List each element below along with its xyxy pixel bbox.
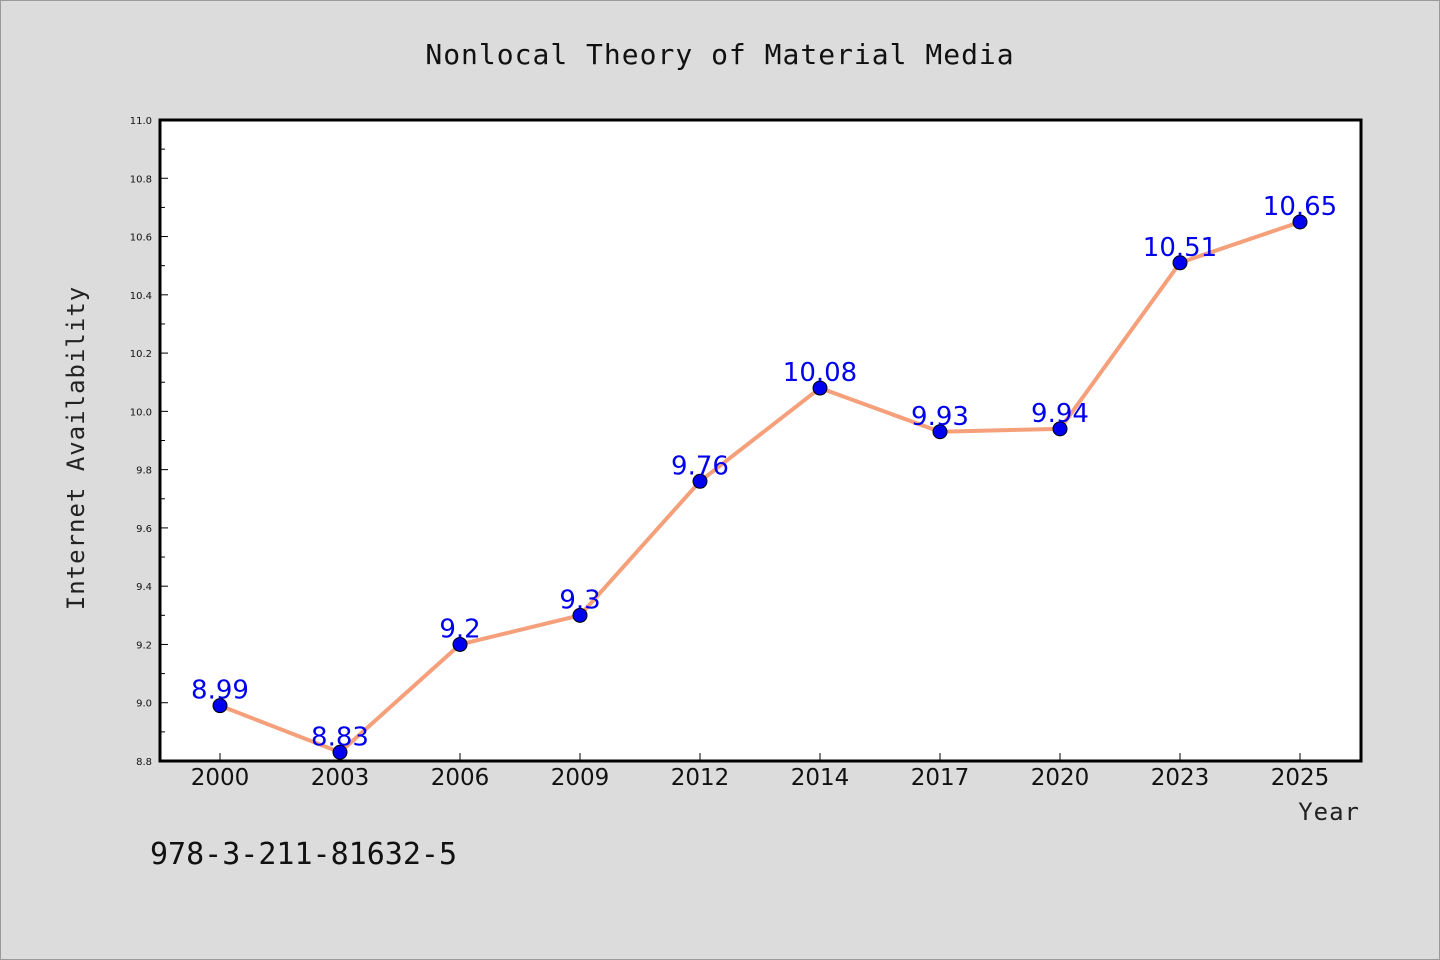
isbn-number: 978-3-211-81632-5 — [150, 837, 457, 872]
x-tick-label: 2000 — [191, 765, 250, 791]
y-tick-label: 9.6 — [136, 524, 152, 535]
data-label: 9.3 — [559, 585, 600, 615]
chart-title: Nonlocal Theory of Material Media — [425, 38, 1014, 71]
data-point — [572, 607, 588, 623]
data-point — [1172, 255, 1188, 271]
data-label: 10.08 — [783, 358, 857, 388]
x-tick-label: 2006 — [431, 765, 490, 791]
data-point — [932, 424, 948, 440]
y-tick-label: 10.8 — [130, 174, 152, 185]
x-tick-label: 2017 — [911, 765, 970, 791]
data-label: 10.51 — [1143, 233, 1217, 263]
data-point — [332, 744, 348, 760]
data-label: 9.76 — [671, 451, 729, 481]
data-point — [1292, 214, 1308, 230]
y-tick-label: 9.4 — [136, 582, 152, 593]
y-tick-label: 10.2 — [130, 349, 152, 360]
series-line — [218, 219, 1302, 755]
data-point — [452, 636, 468, 652]
data-point — [692, 473, 708, 489]
data-label: 10.65 — [1263, 192, 1337, 222]
y-axis-ticks: 8.8 9.0 9.2 9.4 9.6 9.8 10.0 10.2 10.4 10.6 10.8 11… — [130, 116, 168, 768]
data-label: 9.93 — [911, 402, 969, 432]
x-tick-label: 2023 — [1151, 765, 1210, 791]
data-point — [1052, 421, 1068, 437]
y-tick-label: 11.0 — [130, 116, 152, 127]
data-label: 9.94 — [1031, 399, 1089, 429]
x-tick-label: 2020 — [1031, 765, 1090, 791]
y-tick-label: 9.2 — [136, 640, 152, 651]
data-label: 9.2 — [439, 614, 480, 644]
data-series: 8.99 8.83 9.2 9.3 9.76 10.08 9.93 9.94 10.51 10.6… — [191, 192, 1337, 760]
y-tick-label: 10.6 — [130, 233, 152, 244]
data-label: 8.99 — [191, 676, 249, 706]
x-axis-ticks: 2000 2003 2006 2009 2012 2014 2017 2020 2023 2025 — [191, 753, 1330, 791]
data-label: 8.83 — [311, 722, 369, 752]
x-tick-label: 2025 — [1271, 765, 1330, 791]
y-tick-label: 9.0 — [136, 699, 152, 710]
y-axis-label: Internet Availability — [62, 286, 90, 610]
y-tick-label: 10.4 — [130, 291, 152, 302]
plot-border — [158, 118, 1363, 763]
x-tick-label: 2012 — [671, 765, 730, 791]
y-tick-label: 9.8 — [136, 466, 152, 477]
y-tick-label: 10.0 — [130, 407, 152, 418]
x-tick-label: 2009 — [551, 765, 610, 791]
y-tick-label: 8.8 — [136, 757, 152, 768]
data-point — [812, 380, 828, 396]
x-tick-label: 2003 — [311, 765, 370, 791]
plot-area — [160, 120, 1361, 761]
x-axis-label: Year — [1298, 798, 1360, 826]
data-point — [212, 698, 228, 714]
x-tick-label: 2014 — [791, 765, 850, 791]
